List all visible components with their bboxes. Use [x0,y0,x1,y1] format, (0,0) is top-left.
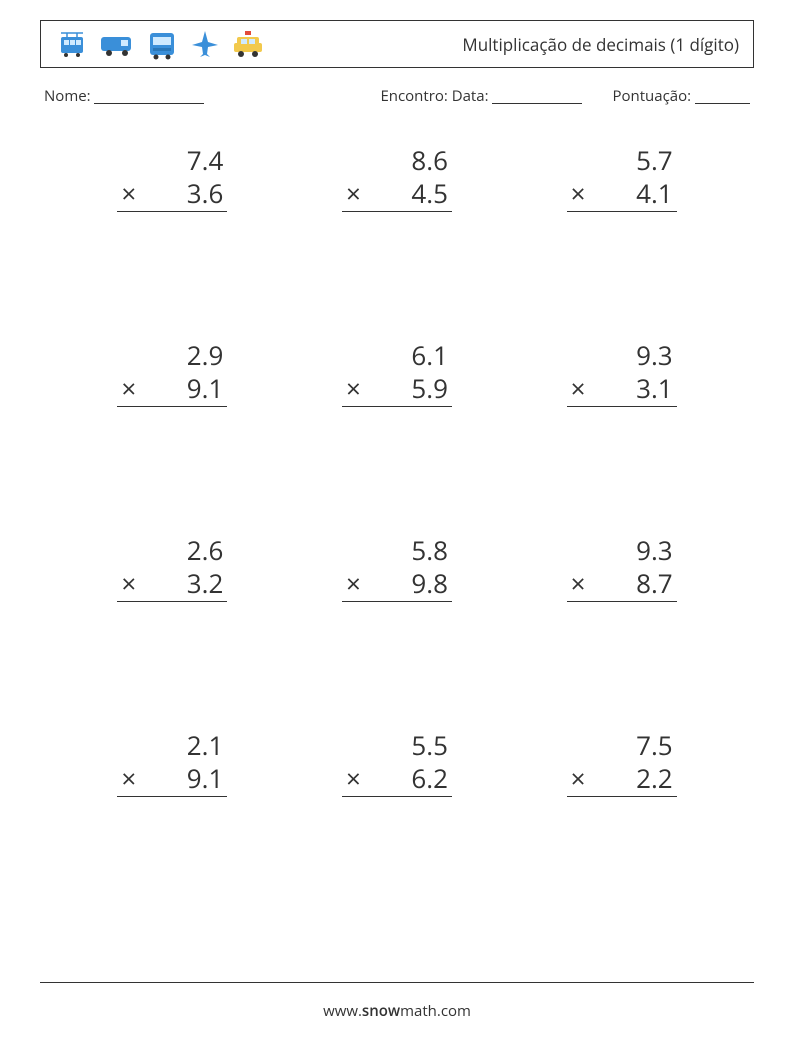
date-field: Encontro: Data: [380,86,582,106]
score-blank[interactable] [695,90,750,104]
bus-icon [145,27,179,61]
name-blank[interactable] [94,90,204,104]
multiplier-row: × 3.6 [117,177,227,213]
score-label: Pontuação: [612,86,691,106]
multiplier-row: × 4.5 [342,177,452,213]
problem-inner: 2.9× 9.1 [117,339,227,407]
multiplicand: 2.1 [117,729,227,762]
multiplicand: 5.7 [567,144,677,177]
multiplier: 4.5 [411,177,452,210]
multiplier-row: × 6.2 [342,762,452,798]
multiplier-row: × 5.9 [342,372,452,408]
problem-inner: 6.1× 5.9 [342,339,452,407]
problem-inner: 5.8× 9.8 [342,534,452,602]
problem-inner: 9.3× 3.1 [567,339,677,407]
problem: 9.3× 3.1 [509,331,734,526]
operator: × [567,372,586,405]
multiplier: 2.2 [636,762,677,795]
problem: 9.3× 8.7 [509,526,734,721]
footer-brand: snow [362,1001,400,1021]
multiplicand: 2.6 [117,534,227,567]
worksheet-page: Multiplicação de decimais (1 dígito) Nom… [0,0,794,916]
multiplicand: 7.4 [117,144,227,177]
problem-inner: 9.3× 8.7 [567,534,677,602]
footer-prefix: www. [323,1001,362,1021]
multiplier: 3.1 [636,372,677,405]
problem-inner: 5.5× 6.2 [342,729,452,797]
operator: × [117,567,136,600]
problem-inner: 7.5× 2.2 [567,729,677,797]
problem-inner: 2.6× 3.2 [117,534,227,602]
multiplier: 3.6 [187,177,228,210]
worksheet-title: Multiplicação de decimais (1 dígito) [462,33,739,56]
operator: × [567,762,586,795]
plane-icon [189,28,221,60]
problem-inner: 5.7× 4.1 [567,144,677,212]
multiplier-row: × 9.1 [117,372,227,408]
operator: × [117,762,136,795]
multiplier-row: × 8.7 [567,567,677,603]
footer: www.snowmath.com [0,1001,794,1021]
multiplier: 8.7 [636,567,677,600]
multiplier: 3.2 [187,567,228,600]
multiplier: 6.2 [411,762,452,795]
name-label: Nome: [44,86,91,106]
problem: 5.7× 4.1 [509,136,734,331]
multiplicand: 7.5 [567,729,677,762]
multiplier-row: × 9.1 [117,762,227,798]
date-blank[interactable] [492,90,582,104]
vehicle-icons-row [55,27,265,61]
problem: 2.1× 9.1 [60,721,285,916]
footer-suffix: math.com [400,1001,471,1021]
multiplier: 9.1 [187,762,228,795]
problem: 7.4× 3.6 [60,136,285,331]
operator: × [342,177,361,210]
multiplicand: 5.5 [342,729,452,762]
multiplier: 9.8 [411,567,452,600]
name-field: Nome: [44,86,380,106]
operator: × [342,762,361,795]
problem: 5.8× 9.8 [285,526,510,721]
multiplier-row: × 9.8 [342,567,452,603]
multiplier-row: × 4.1 [567,177,677,213]
problem: 8.6× 4.5 [285,136,510,331]
multiplicand: 8.6 [342,144,452,177]
score-field: Pontuação: [612,86,750,106]
problem-inner: 7.4× 3.6 [117,144,227,212]
problem: 5.5× 6.2 [285,721,510,916]
problem: 2.6× 3.2 [60,526,285,721]
multiplier: 5.9 [411,372,452,405]
operator: × [117,372,136,405]
multiplier-row: × 2.2 [567,762,677,798]
problem-inner: 8.6× 4.5 [342,144,452,212]
multiplicand: 9.3 [567,534,677,567]
multiplier: 9.1 [187,372,228,405]
operator: × [342,372,361,405]
operator: × [342,567,361,600]
problem: 2.9× 9.1 [60,331,285,526]
problems-grid: 7.4×3.68.6×4.55.7×4.12.9×9.16.1×5.99.3×3… [40,136,754,916]
multiplier-row: × 3.2 [117,567,227,603]
operator: × [567,177,586,210]
operator: × [117,177,136,210]
footer-divider [40,982,754,983]
multiplicand: 6.1 [342,339,452,372]
multiplicand: 2.9 [117,339,227,372]
police-car-icon [231,29,265,59]
operator: × [567,567,586,600]
problem: 7.5× 2.2 [509,721,734,916]
multiplier: 4.1 [636,177,677,210]
problem-inner: 2.1× 9.1 [117,729,227,797]
header-box: Multiplicação de decimais (1 dígito) [40,20,754,68]
tram-icon [55,27,89,61]
multiplicand: 9.3 [567,339,677,372]
multiplicand: 5.8 [342,534,452,567]
problem: 6.1× 5.9 [285,331,510,526]
van-icon [99,29,135,59]
multiplier-row: × 3.1 [567,372,677,408]
encounter-label: Encontro: Data: [380,86,488,106]
info-row: Nome: Encontro: Data: Pontuação: [40,86,754,106]
